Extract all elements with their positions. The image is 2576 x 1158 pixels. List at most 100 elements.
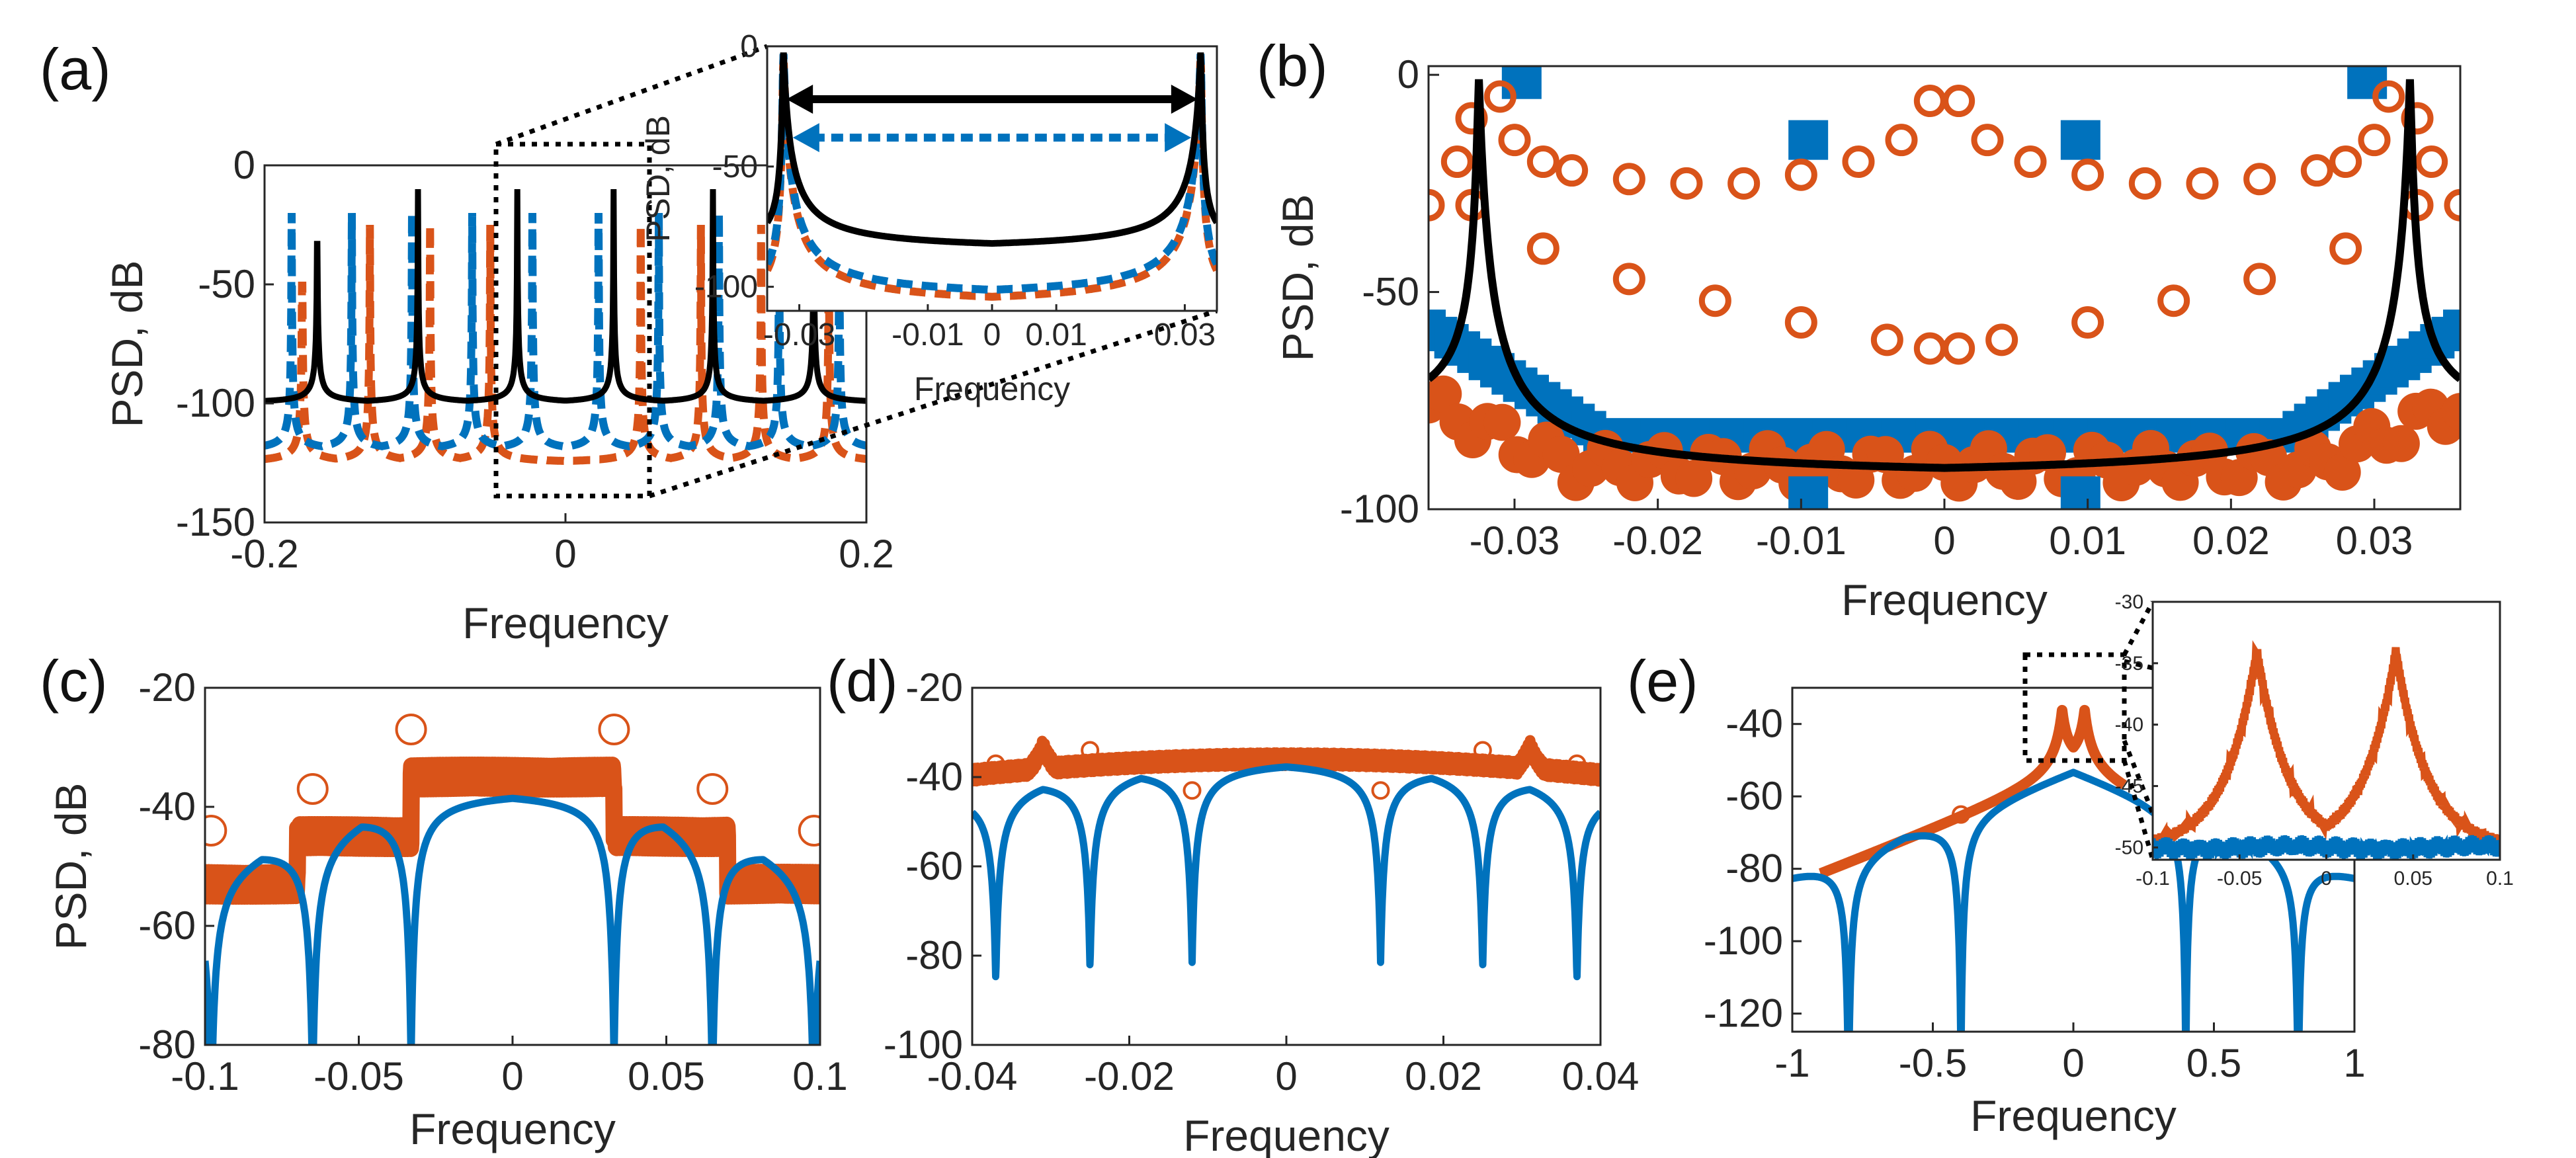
y-tick-label: -60 <box>905 844 963 888</box>
orange-open-circle-marker <box>2243 263 2276 296</box>
chart-panel-b: -0.03 -0.02 -0.01 0 0.01 0.02 0.03 0 -50 -100 Fre… <box>1273 52 2462 624</box>
inset-orange-series-line <box>2153 640 2500 856</box>
y-tick-label: -20 <box>138 665 196 710</box>
zoom-connector-e-mid <box>2124 659 2153 671</box>
x-tick-label: 0 <box>1275 1054 1297 1098</box>
y-tick-label: -100 <box>1340 487 1419 531</box>
orange-open-circle-marker <box>2071 158 2104 191</box>
inset-arrowhead-right <box>1165 123 1192 153</box>
orange-open-circle-marker <box>1727 167 1761 200</box>
orange-open-circle-marker <box>696 773 729 805</box>
orange-open-circle-marker <box>2329 232 2362 265</box>
y-tick-label: -100 <box>176 381 255 425</box>
orange-open-circle-marker <box>1784 158 1817 191</box>
y-tick-label: -20 <box>905 665 963 710</box>
x-tick-label: -0.2 <box>230 532 298 576</box>
panel-label-b: (b) <box>1257 33 1328 99</box>
orange-series-line <box>972 735 1600 787</box>
x-tick-label: 0.01 <box>2049 518 2126 563</box>
orange-open-circle-marker <box>2401 102 2434 135</box>
x-tick-label: 0 <box>554 532 576 576</box>
blue-square-marker <box>1501 66 1542 99</box>
x-tick-label: 0 <box>983 317 1001 352</box>
y-axis-label-b: PSD, dB <box>1273 194 1322 361</box>
x-axis-label-c: Frequency <box>409 1104 616 1153</box>
x-tick-label: 0.02 <box>2192 518 2270 563</box>
x-axis-label-e: Frequency <box>1970 1091 2177 1140</box>
y-tick-label: -150 <box>176 500 255 544</box>
orange-open-circle-marker <box>1784 306 1817 339</box>
panel-label-c: (c) <box>40 648 108 714</box>
x-tick-label: -0.05 <box>2217 868 2262 889</box>
x-tick-label: -1 <box>1774 1041 1809 1085</box>
x-tick-label: 0.1 <box>2486 868 2514 889</box>
orange-open-circle-marker <box>1698 284 1731 317</box>
y-tick-label: -60 <box>138 903 196 948</box>
x-axis-label-inset-a: Frequency <box>914 370 1070 407</box>
orange-open-circle-marker <box>1870 323 1903 356</box>
orange-filled-circle-marker <box>1542 436 1580 474</box>
x-tick-label: 0 <box>501 1054 523 1098</box>
zoom-connector-bottom <box>648 308 1218 499</box>
x-axis-label-b: Frequency <box>1841 575 2048 624</box>
y-tick-label: -40 <box>1725 702 1783 746</box>
orange-open-circle-marker <box>1913 85 1946 118</box>
y-tick-label: -50 <box>1362 270 1419 314</box>
blue-square-marker <box>2443 310 2460 345</box>
orange-open-circle-marker <box>2358 124 2391 157</box>
plot-frame-d <box>971 686 1602 1046</box>
y-tick-label: 0 <box>740 29 758 64</box>
zoom-region-box-a <box>493 142 652 499</box>
zoom-connector-top <box>495 44 769 147</box>
orange-open-circle-marker <box>1612 263 1645 296</box>
y-tick-label: -120 <box>1704 991 1783 1036</box>
orange-filled-circle-marker <box>2382 425 2420 462</box>
x-tick-label: -0.04 <box>927 1054 1018 1098</box>
orange-open-circle-marker <box>986 754 1005 773</box>
y-axis-label-inset-a: PSD, dB <box>640 115 677 242</box>
inset-arrowhead-right <box>1171 85 1198 114</box>
orange-open-circle-marker <box>1440 145 1474 179</box>
inset-series-line-orange <box>767 54 1217 301</box>
x-tick-label: -0.02 <box>1612 518 1703 563</box>
orange-open-circle-marker <box>1952 805 1970 824</box>
y-tick-label: -40 <box>138 784 196 829</box>
x-tick-label: -0.03 <box>1470 518 1560 563</box>
orange-series-line <box>205 757 820 905</box>
blue-square-marker <box>1788 120 1829 160</box>
chart-panel-d: -0.04 -0.02 0 0.02 0.04 -20 -40 -60 -80 -100 Freq… <box>884 665 1639 1158</box>
x-tick-label: 0 <box>2321 868 2332 889</box>
orange-open-circle-marker <box>296 773 329 805</box>
orange-filled-circle-marker <box>2442 393 2460 431</box>
y-tick-label: -35 <box>2115 653 2143 675</box>
orange-open-circle-marker <box>598 714 630 745</box>
x-tick-label: 0.05 <box>2394 868 2432 889</box>
x-tick-label: 0.01 <box>1025 317 1087 352</box>
orange-open-circle-marker <box>1183 781 1202 800</box>
orange-open-circle-marker <box>1971 124 2004 157</box>
panel-label-e: (e) <box>1627 648 1698 714</box>
x-tick-label: 0.04 <box>1562 1054 1640 1098</box>
orange-open-circle-marker <box>1913 332 1946 365</box>
y-tick-label: -30 <box>2115 591 2143 613</box>
chart-panel-a: -0.2 0 0.2 0 -50 -100 -150 Frequency PSD, dB <box>103 44 1218 647</box>
orange-series-line <box>1815 704 2129 879</box>
orange-open-circle-marker <box>2186 167 2219 200</box>
orange-open-circle-marker <box>1429 188 1445 222</box>
y-axis-label-c: PSD, dB <box>46 782 95 950</box>
inset-arrowhead-left <box>786 85 813 114</box>
y-tick-label: -50 <box>198 262 255 306</box>
x-axis-label-d: Frequency <box>1183 1111 1390 1158</box>
y-tick-label: -80 <box>1725 847 1783 891</box>
inset-blue-series-line <box>2153 834 2500 860</box>
zoom-connector-e-low <box>2122 739 2155 815</box>
orange-open-circle-marker <box>2300 154 2333 187</box>
y-tick-label: -100 <box>694 270 758 305</box>
orange-open-circle-marker <box>2444 188 2460 222</box>
x-tick-label: -0.1 <box>171 1054 239 1098</box>
orange-open-circle-marker <box>1985 323 2018 356</box>
orange-open-circle-marker <box>2415 145 2448 179</box>
orange-open-circle-marker <box>1842 145 1875 179</box>
orange-open-circle-marker <box>1081 741 1100 760</box>
